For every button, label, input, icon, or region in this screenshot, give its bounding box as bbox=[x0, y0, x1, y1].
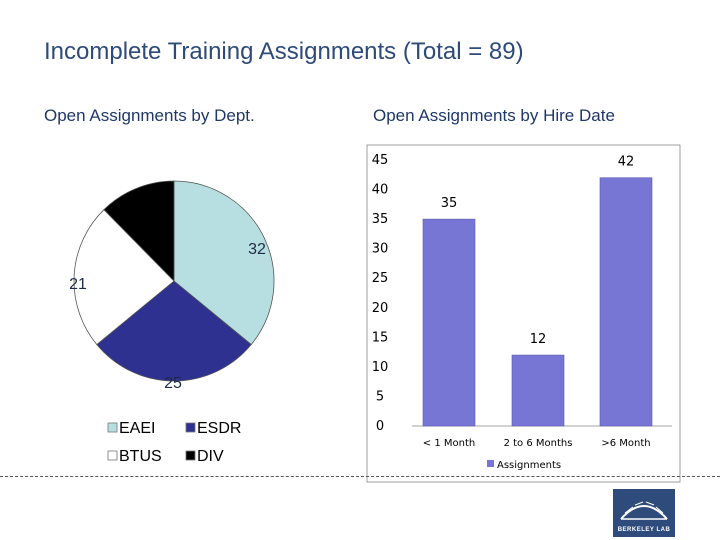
bar-data-label: 12 bbox=[530, 332, 547, 347]
bar-chart-subtitle: Open Assignments by Hire Date bbox=[373, 106, 615, 125]
y-tick-label: 15 bbox=[372, 330, 389, 345]
y-tick-label: 0 bbox=[376, 419, 384, 434]
y-tick-label: 30 bbox=[372, 242, 389, 257]
footer-divider bbox=[0, 476, 720, 477]
legend-swatch-btus bbox=[107, 450, 118, 461]
y-tick-label: 20 bbox=[372, 301, 389, 316]
bar-legend-swatch bbox=[487, 460, 494, 467]
x-category-label: >6 Month bbox=[601, 438, 650, 449]
legend-swatch-eaei bbox=[107, 422, 118, 433]
bar-legend-label: Assignments bbox=[497, 460, 561, 471]
y-tick-label: 35 bbox=[372, 212, 389, 227]
pie-label-btus: 21 bbox=[69, 276, 87, 293]
berkeley-lab-logo: BERKELEY LAB bbox=[613, 489, 675, 537]
x-category-label: 2 to 6 Months bbox=[504, 438, 573, 449]
y-tick-label: 25 bbox=[372, 271, 389, 286]
bar-0 bbox=[422, 218, 476, 427]
bar-data-label: 35 bbox=[441, 196, 458, 211]
pie-slice-esdr bbox=[96, 280, 252, 382]
legend-label-esdr: ESDR bbox=[197, 420, 241, 437]
pie-slice-div bbox=[103, 180, 175, 282]
bar-1 bbox=[511, 354, 565, 427]
y-tick-label: 10 bbox=[372, 360, 389, 375]
pie-label-eaei: 32 bbox=[248, 241, 266, 258]
legend-label-eaei: EAEI bbox=[119, 420, 155, 437]
bar-data-label: 42 bbox=[618, 155, 635, 170]
pie-label-esdr: 25 bbox=[164, 375, 182, 392]
y-tick-label: 5 bbox=[376, 389, 384, 404]
legend-swatch-esdr bbox=[185, 422, 196, 433]
page-title: Incomplete Training Assignments (Total =… bbox=[44, 38, 524, 65]
bar-2 bbox=[599, 177, 653, 427]
pie-slice-btus bbox=[73, 209, 175, 346]
legend-label-div: DIV bbox=[197, 448, 224, 465]
bar-chart-frame bbox=[366, 144, 681, 483]
logo-arch-icon bbox=[620, 501, 668, 520]
pie-chart-subtitle: Open Assignments by Dept. bbox=[44, 106, 255, 125]
pie-slice-eaei bbox=[173, 180, 275, 346]
y-tick-label: 40 bbox=[372, 183, 389, 198]
legend-swatch-div bbox=[185, 450, 196, 461]
logo-text: BERKELEY LAB bbox=[617, 527, 671, 533]
x-category-label: < 1 Month bbox=[423, 438, 475, 449]
y-tick-label: 45 bbox=[372, 153, 389, 168]
legend-label-btus: BTUS bbox=[119, 448, 162, 465]
